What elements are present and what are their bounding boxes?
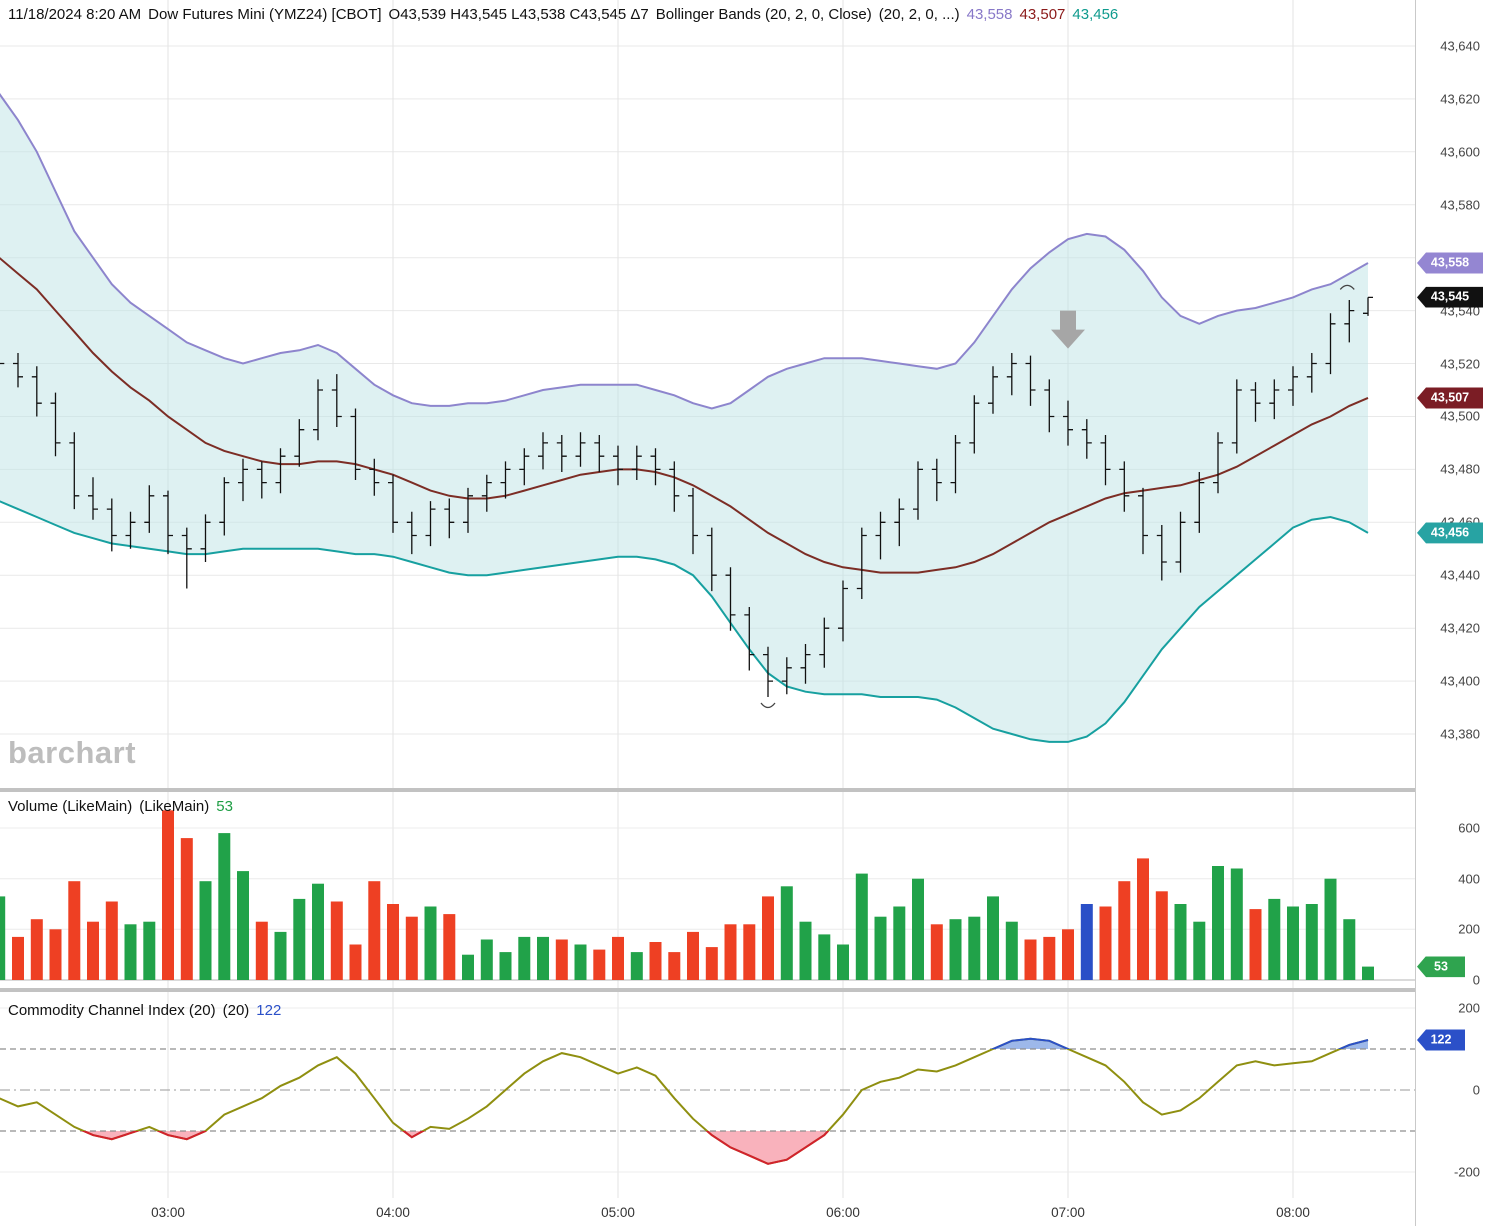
time-tick: 03:00: [151, 1205, 185, 1220]
cci-axis-tick: -200: [1453, 1164, 1480, 1180]
pattern-marker-low: [760, 702, 776, 709]
time-tick: 06:00: [826, 1205, 860, 1220]
price-axis-tick: 43,400: [1440, 673, 1480, 689]
cci-panel[interactable]: [0, 992, 1415, 1198]
price-axis: 43,558 43,545 43,507 43,456 53 122 43,64…: [1415, 0, 1486, 1226]
price-axis-tick: 43,440: [1440, 567, 1480, 583]
panel-divider-2[interactable]: [0, 988, 1486, 992]
pattern-marker-high: [1339, 284, 1355, 290]
watermark-logo: barchart: [8, 735, 137, 770]
time-tick: 07:00: [1051, 1205, 1085, 1220]
last-price-tag: 43,545: [1417, 286, 1483, 308]
volume-axis-tick: 400: [1458, 871, 1480, 887]
volume-axis-tick: 200: [1458, 921, 1480, 937]
panel-divider-1[interactable]: [0, 788, 1486, 792]
price-axis-tick: 43,580: [1440, 197, 1480, 213]
price-axis-tick: 43,380: [1440, 726, 1480, 742]
upper-band-price-tag: 43,558: [1417, 252, 1483, 274]
main-chart-panel[interactable]: barchart: [0, 0, 1415, 788]
middle-band-price-tag: 43,507: [1417, 387, 1483, 409]
price-chart-canvas[interactable]: [0, 0, 1415, 788]
time-tick: 08:00: [1276, 1205, 1310, 1220]
price-axis-tick: 43,640: [1440, 38, 1480, 54]
price-axis-tick: 43,500: [1440, 408, 1480, 424]
volume-axis-tick: 600: [1458, 820, 1480, 836]
volume-value-tag: 53: [1417, 956, 1465, 978]
cci-value-tag: 122: [1417, 1029, 1465, 1051]
volume-axis-tick: 0: [1472, 972, 1480, 988]
cci-axis-tick: 0: [1472, 1082, 1480, 1098]
cci-axis-tick: 200: [1458, 1000, 1480, 1016]
time-tick: 04:00: [376, 1205, 410, 1220]
cci-chart-canvas[interactable]: [0, 992, 1415, 1198]
volume-panel[interactable]: [0, 792, 1415, 988]
volume-chart-canvas[interactable]: [0, 792, 1415, 988]
sell-signal-arrow-icon: [1051, 310, 1085, 349]
time-axis: 03:00 04:00 05:00 06:00 07:00 08:00: [0, 1198, 1415, 1226]
price-axis-tick: 43,480: [1440, 461, 1480, 477]
price-axis-tick: 43,620: [1440, 91, 1480, 107]
time-tick: 05:00: [601, 1205, 635, 1220]
price-axis-tick: 43,420: [1440, 620, 1480, 636]
price-axis-tick: 43,600: [1440, 144, 1480, 160]
price-axis-tick: 43,520: [1440, 356, 1480, 372]
lower-band-price-tag: 43,456: [1417, 522, 1483, 544]
